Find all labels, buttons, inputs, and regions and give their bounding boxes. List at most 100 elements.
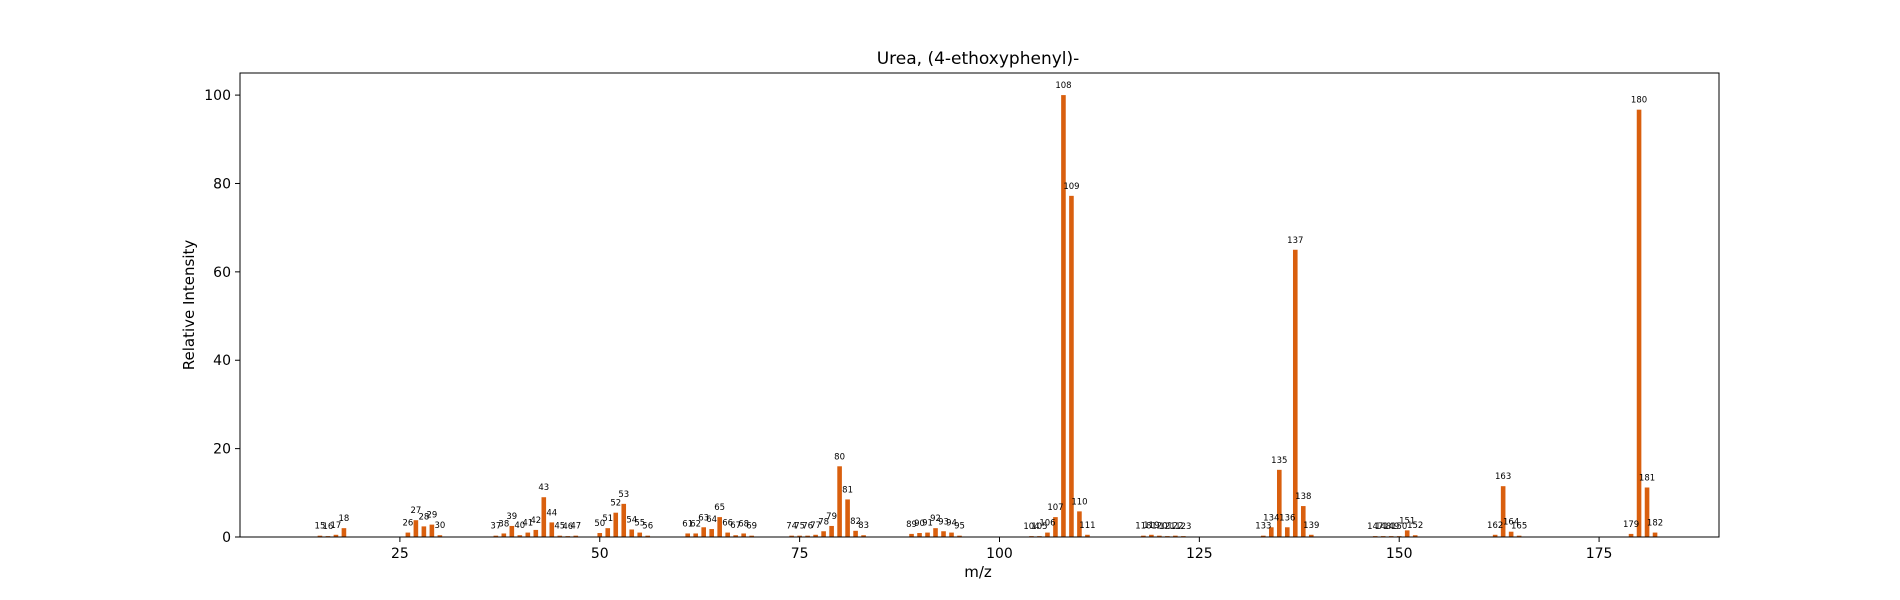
peak-bar-89 — [909, 533, 914, 537]
peak-bar-43 — [541, 497, 547, 537]
peak-label-181: 181 — [1639, 474, 1655, 484]
peak-label-147: 147 — [1367, 522, 1383, 532]
peak-bar-108 — [1061, 95, 1066, 537]
peak-bar-64 — [709, 529, 714, 537]
peak-bar-122 — [1173, 535, 1178, 537]
peak-bar-61 — [685, 533, 690, 537]
peak-label-41: 41 — [522, 519, 533, 529]
peak-label-66: 66 — [722, 519, 733, 529]
peak-label-94: 94 — [946, 519, 957, 529]
x-tick-label-175: 175 — [1586, 546, 1613, 562]
peak-bar-62 — [693, 533, 698, 537]
peak-label-151: 151 — [1399, 516, 1415, 526]
peak-bar-94 — [949, 532, 954, 537]
y-tick-label-40: 40 — [213, 353, 231, 369]
peak-bar-65 — [717, 517, 722, 537]
peak-label-110: 110 — [1071, 497, 1087, 507]
y-tick-label-0: 0 — [222, 530, 231, 546]
peak-label-65: 65 — [714, 503, 725, 513]
peak-label-56: 56 — [642, 522, 653, 532]
peak-label-63: 63 — [698, 513, 709, 523]
peak-bar-76 — [805, 535, 810, 537]
peak-label-105: 105 — [1031, 522, 1047, 532]
peak-label-137: 137 — [1287, 236, 1303, 246]
y-tick-label-20: 20 — [213, 442, 231, 458]
peak-bar-80 — [837, 466, 842, 537]
peak-label-150: 150 — [1391, 522, 1407, 532]
peak-label-118: 118 — [1135, 522, 1151, 532]
x-tick-label-100: 100 — [986, 546, 1013, 562]
peak-bar-44 — [549, 522, 555, 537]
peak-bar-75 — [797, 535, 802, 537]
peak-bar-164 — [1508, 531, 1514, 537]
peak-label-107: 107 — [1047, 503, 1063, 513]
peak-bar-133 — [1261, 535, 1266, 537]
peak-bar-30 — [437, 535, 443, 537]
peak-bar-139 — [1308, 534, 1314, 537]
peak-bar-151 — [1404, 530, 1410, 537]
peak-bar-162 — [1492, 534, 1498, 537]
peak-bar-42 — [533, 529, 539, 537]
peak-bar-17 — [333, 534, 339, 537]
peak-bar-92 — [933, 528, 938, 537]
peak-label-111: 111 — [1079, 521, 1095, 531]
peak-bar-182 — [1652, 532, 1658, 537]
peak-bar-38 — [501, 533, 507, 537]
peak-bar-93 — [941, 531, 946, 537]
peak-label-62: 62 — [690, 519, 701, 529]
peak-label-74: 74 — [786, 522, 797, 532]
peak-bar-26 — [405, 532, 411, 537]
peak-label-83: 83 — [858, 521, 869, 531]
peak-bar-118 — [1141, 535, 1146, 537]
peak-label-50: 50 — [594, 519, 605, 529]
peak-label-51: 51 — [602, 514, 613, 524]
peak-bar-137 — [1292, 249, 1298, 537]
peak-label-82: 82 — [850, 517, 861, 527]
peak-label-46: 46 — [562, 522, 573, 532]
y-tick-label-100: 100 — [204, 88, 231, 104]
peak-bar-107 — [1053, 517, 1058, 537]
peak-bar-52 — [613, 512, 619, 537]
peak-bar-119 — [1149, 534, 1154, 537]
peak-label-89: 89 — [906, 520, 917, 530]
peak-label-119: 119 — [1143, 521, 1159, 531]
peak-label-138: 138 — [1295, 492, 1311, 502]
peak-bar-78 — [821, 531, 826, 537]
peak-label-54: 54 — [626, 515, 637, 525]
peak-label-67: 67 — [730, 521, 741, 531]
peak-bar-45 — [557, 535, 563, 537]
peak-label-139: 139 — [1303, 521, 1319, 531]
peak-label-61: 61 — [682, 519, 693, 529]
peak-label-75: 75 — [794, 522, 805, 532]
peak-bar-41 — [525, 532, 531, 537]
peak-label-77: 77 — [810, 521, 821, 531]
peak-label-45: 45 — [554, 522, 565, 532]
peak-label-44: 44 — [546, 508, 557, 518]
peak-bar-79 — [829, 525, 834, 537]
peak-bar-54 — [629, 529, 635, 537]
peak-bar-55 — [637, 532, 643, 537]
peak-label-30: 30 — [434, 521, 445, 531]
peak-bar-181 — [1644, 487, 1650, 537]
peak-bar-68 — [741, 533, 746, 537]
peak-bar-91 — [925, 532, 930, 537]
peak-bar-39 — [509, 525, 515, 537]
peak-bar-138 — [1300, 506, 1306, 537]
peak-label-64: 64 — [706, 515, 717, 525]
peak-bar-179 — [1628, 533, 1634, 537]
peak-label-152: 152 — [1407, 521, 1423, 531]
peak-label-80: 80 — [834, 452, 845, 462]
peak-bar-163 — [1500, 486, 1506, 537]
x-tick-label-150: 150 — [1386, 546, 1413, 562]
peak-bar-63 — [701, 527, 706, 537]
peak-bar-40 — [517, 535, 523, 537]
peak-label-52: 52 — [610, 499, 621, 509]
peak-bar-18 — [341, 528, 347, 537]
y-axis-label: Relative Intensity — [180, 240, 198, 371]
peak-label-76: 76 — [802, 522, 813, 532]
x-axis-ticks: 25 50 75 100 125 150 175 — [391, 537, 1612, 562]
chart-title: Urea, (4-ethoxyphenyl)- — [877, 49, 1080, 69]
peak-bar-56 — [645, 535, 651, 537]
y-tick-label-60: 60 — [213, 265, 231, 281]
